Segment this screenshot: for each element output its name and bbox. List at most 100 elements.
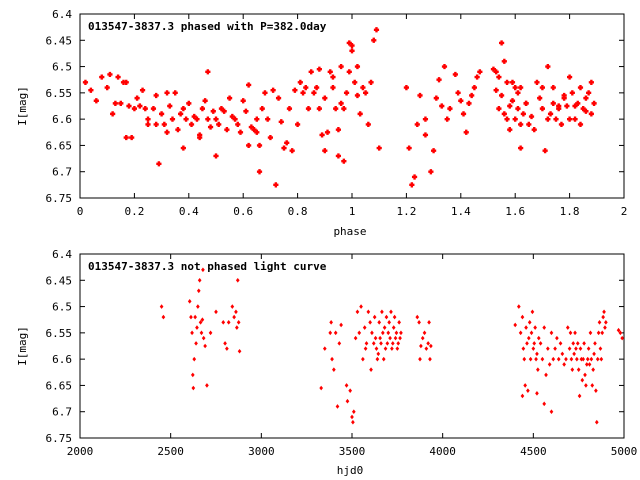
data-point — [422, 116, 429, 122]
data-point — [588, 79, 594, 85]
data-point — [597, 320, 602, 325]
data-point — [526, 121, 532, 127]
data-point — [452, 71, 458, 78]
data-point — [414, 121, 420, 127]
data-point — [602, 309, 606, 315]
data-point — [248, 124, 254, 130]
data-point — [542, 148, 548, 154]
data-point — [424, 346, 429, 351]
data-point — [578, 346, 583, 351]
data-point — [584, 383, 588, 388]
data-point — [175, 127, 181, 133]
data-point — [583, 108, 589, 114]
data-point — [600, 330, 605, 336]
data-point — [360, 85, 366, 91]
data-point — [197, 134, 203, 141]
data-point — [256, 142, 263, 149]
data-point — [460, 111, 467, 117]
data-point — [526, 388, 530, 393]
data-point — [265, 116, 271, 122]
data-point — [390, 341, 395, 346]
x-tick-label: 0 — [77, 205, 84, 218]
data-point — [186, 100, 192, 106]
data-point — [569, 90, 575, 96]
data-point — [419, 343, 423, 349]
data-point — [150, 106, 157, 112]
data-point — [594, 419, 599, 425]
data-point — [565, 325, 570, 330]
data-point — [324, 129, 331, 135]
data-point — [275, 95, 282, 101]
data-point — [234, 309, 238, 315]
data-point — [278, 119, 284, 125]
data-point — [558, 121, 565, 127]
data-point — [577, 85, 584, 91]
data-point — [518, 85, 524, 91]
data-point — [501, 111, 507, 117]
data-point — [110, 111, 116, 117]
data-point — [180, 145, 186, 151]
data-point — [520, 393, 525, 399]
data-point — [213, 116, 219, 122]
data-point — [194, 341, 198, 346]
data-point — [330, 356, 334, 362]
data-point — [373, 27, 380, 33]
data-point — [533, 325, 537, 330]
data-point — [236, 320, 241, 325]
data-point — [225, 346, 229, 351]
data-point — [335, 404, 340, 409]
x-tick-label: 0.2 — [124, 205, 144, 218]
x-tick-label: 5000 — [611, 445, 638, 458]
data-point — [591, 367, 596, 372]
data-point — [378, 335, 382, 341]
data-point — [561, 92, 567, 99]
data-point — [145, 116, 151, 122]
data-point — [88, 87, 94, 93]
data-point — [377, 320, 382, 325]
data-point — [338, 100, 344, 106]
data-point — [118, 100, 124, 106]
x-tick-label: 3500 — [339, 445, 366, 458]
data-point — [196, 304, 200, 309]
data-point — [221, 108, 227, 114]
data-point — [418, 356, 422, 362]
data-point — [384, 314, 389, 320]
data-point — [254, 129, 260, 135]
data-point — [515, 106, 521, 112]
unphased-light-curve-panel: 2000 2500 3000 3500 4000 4500 5000 6.4 6.45 6.5 6.… — [16, 248, 637, 477]
data-point — [531, 127, 537, 133]
data-point — [469, 92, 475, 99]
data-point — [521, 346, 526, 351]
data-point — [379, 341, 383, 346]
x-tick-label: 0.8 — [288, 205, 308, 218]
data-point — [561, 95, 567, 101]
data-point — [335, 127, 341, 133]
data-point — [370, 330, 374, 336]
data-point — [509, 98, 516, 104]
data-point — [316, 66, 322, 72]
data-point — [547, 362, 552, 367]
data-point — [575, 100, 581, 106]
data-point — [341, 158, 347, 164]
data-point — [518, 121, 524, 127]
data-point — [593, 341, 597, 346]
data-point — [123, 79, 129, 85]
data-point — [534, 356, 538, 362]
data-point — [531, 346, 536, 351]
data-point — [328, 330, 333, 336]
data-point — [535, 391, 539, 396]
data-point — [346, 69, 352, 75]
data-point — [426, 341, 430, 346]
data-point — [431, 148, 437, 154]
data-point — [516, 304, 521, 309]
data-point — [270, 87, 276, 93]
data-point — [595, 356, 600, 362]
data-point — [207, 124, 214, 130]
data-point — [374, 346, 379, 351]
data-point — [191, 113, 197, 120]
data-point — [583, 95, 589, 101]
data-point — [573, 330, 577, 336]
data-point — [357, 330, 362, 336]
data-point — [542, 325, 547, 330]
